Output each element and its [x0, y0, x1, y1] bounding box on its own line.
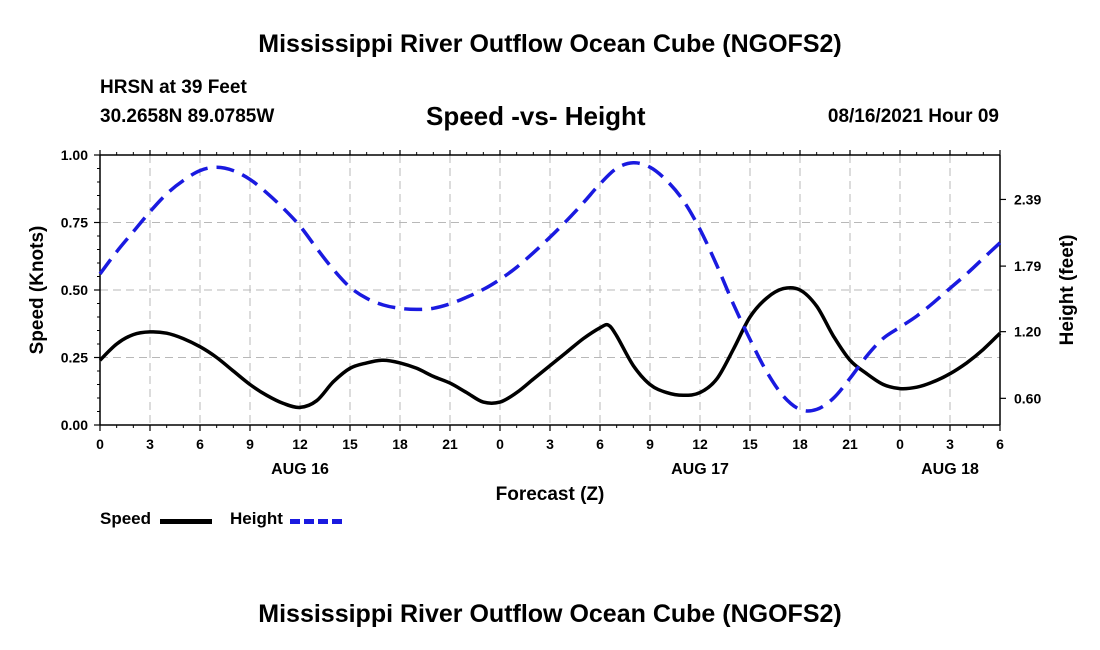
y-tick-label-right: 1.79	[1014, 258, 1041, 274]
x-tick-label: 18	[392, 436, 408, 452]
y-tick-label-left: 0.25	[61, 350, 88, 366]
x-axis-title: Forecast (Z)	[496, 484, 605, 505]
legend-height-swatch	[290, 519, 342, 524]
day-label: AUG 17	[671, 461, 729, 478]
date-label: 08/16/2021 Hour 09	[827, 106, 999, 127]
legend-height-label: Height	[230, 509, 283, 528]
chart-title: Mississippi River Outflow Ocean Cube (NG…	[258, 30, 842, 58]
y-tick-label-left: 1.00	[61, 147, 88, 163]
y-tick-label-left: 0.75	[61, 215, 88, 231]
y-tick-label-right: 1.20	[1014, 324, 1041, 340]
y-axis-title-right: Height (feet)	[1057, 235, 1078, 346]
day-label: AUG 16	[271, 461, 329, 478]
x-tick-label: 0	[496, 436, 504, 452]
x-tick-label: 21	[442, 436, 458, 452]
x-tick-label: 9	[246, 436, 254, 452]
x-tick-label: 15	[342, 436, 358, 452]
y-tick-label-right: 2.39	[1014, 191, 1041, 207]
legend-speed-swatch	[160, 519, 212, 524]
x-tick-label: 6	[596, 436, 604, 452]
x-tick-label: 12	[692, 436, 708, 452]
coordinates-label: 30.2658N 89.0785W	[100, 106, 275, 127]
station-label: HRSN at 39 Feet	[100, 77, 247, 98]
y-axis-title-left: Speed (Knots)	[27, 226, 48, 355]
x-tick-label: 0	[96, 436, 104, 452]
x-tick-label: 9	[646, 436, 654, 452]
series-line-height	[98, 161, 1002, 413]
x-tick-label: 3	[546, 436, 554, 452]
x-tick-label: 3	[946, 436, 954, 452]
y-tick-label-right: 0.60	[1014, 390, 1041, 406]
x-tick-label: 6	[996, 436, 1004, 452]
footer-title: Mississippi River Outflow Ocean Cube (NG…	[258, 600, 842, 628]
y-tick-label-left: 0.00	[61, 417, 88, 433]
series-line-speed	[98, 285, 1002, 410]
legend-speed-label: Speed	[100, 509, 152, 528]
x-tick-label: 6	[196, 436, 204, 452]
x-tick-label: 0	[896, 436, 904, 452]
x-tick-label: 18	[792, 436, 808, 452]
x-tick-label: 3	[146, 436, 154, 452]
day-label: AUG 18	[921, 461, 979, 478]
x-tick-label: 12	[292, 436, 308, 452]
x-tick-label: 15	[742, 436, 758, 452]
chart-subtitle: Speed -vs- Height	[426, 101, 646, 131]
x-tick-label: 21	[842, 436, 858, 452]
y-tick-label-left: 0.50	[61, 282, 88, 298]
